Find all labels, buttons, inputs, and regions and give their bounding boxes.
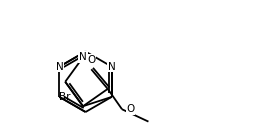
Text: N: N: [55, 62, 63, 72]
Text: O: O: [87, 55, 95, 65]
Text: Br: Br: [60, 92, 71, 102]
Text: N: N: [108, 62, 116, 72]
Text: N: N: [79, 52, 87, 62]
Text: O: O: [126, 104, 134, 114]
